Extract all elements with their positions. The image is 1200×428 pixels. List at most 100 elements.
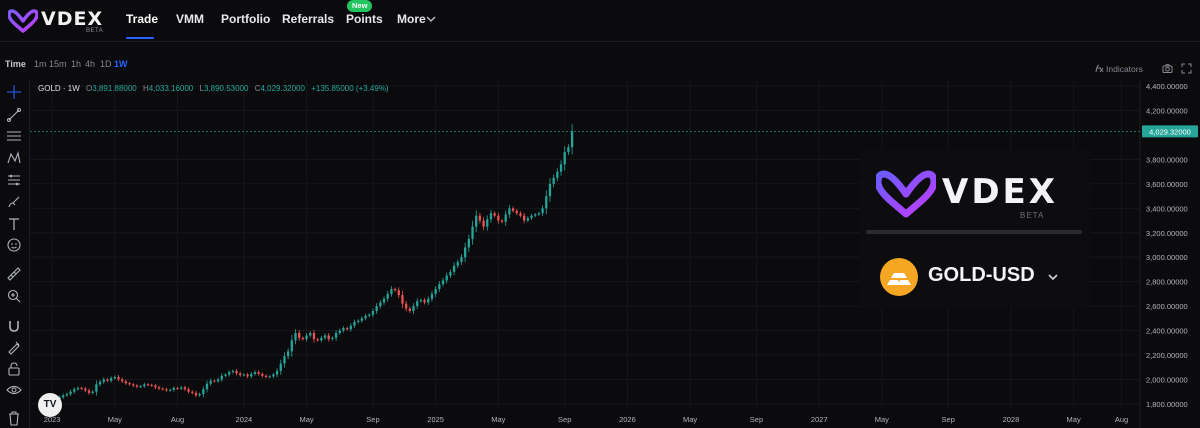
prediction-icon[interactable]	[6, 172, 22, 188]
candle-body	[334, 333, 338, 338]
y-tick-label: 3,600.00000	[1146, 180, 1188, 189]
candle-body	[76, 388, 80, 390]
overlay-wordmark: VDEX	[942, 172, 1058, 212]
candle-body	[62, 395, 65, 398]
candle-body	[464, 247, 467, 258]
candle-body	[106, 379, 109, 381]
interval-1w[interactable]: 1W	[114, 59, 128, 69]
interval-15m[interactable]: 15m	[49, 59, 67, 69]
chevron-down-icon[interactable]	[1046, 270, 1060, 284]
candle-body	[191, 391, 194, 393]
candle-body	[224, 374, 227, 376]
candle-body	[257, 372, 260, 374]
fullscreen-icon[interactable]	[1181, 63, 1192, 74]
candle-body	[430, 293, 434, 299]
y-tick-label: 2,000.00000	[1146, 375, 1188, 384]
vdex-logo-icon	[876, 170, 936, 218]
x-tick-label: May	[108, 415, 122, 424]
candle-body	[452, 265, 456, 272]
y-tick-label: 4,200.00000	[1146, 107, 1188, 116]
candle-body	[194, 392, 198, 396]
trend-line-icon[interactable]	[6, 107, 22, 123]
x-tick-label: 2025	[427, 415, 444, 424]
logo-wordmark: VDEX	[41, 8, 104, 30]
candle-body	[154, 385, 157, 388]
candle-body	[438, 284, 441, 289]
magnet-icon[interactable]	[6, 318, 22, 334]
pattern-icon[interactable]	[6, 150, 22, 166]
zoom-in-icon[interactable]	[6, 288, 22, 304]
candle-body	[478, 215, 482, 221]
camera-icon[interactable]	[1162, 63, 1173, 74]
candle-body	[253, 372, 257, 374]
candle-body	[548, 183, 552, 197]
candle-body	[198, 394, 201, 396]
candle-body	[209, 380, 212, 384]
brush-icon[interactable]	[6, 194, 22, 210]
candle-body	[327, 335, 330, 340]
stay-in-drawing-mode-icon[interactable]	[6, 339, 22, 355]
candle-body	[168, 389, 172, 391]
nav-more[interactable]: More	[397, 12, 426, 26]
y-tick-label: 3,200.00000	[1146, 229, 1188, 238]
nav-points[interactable]: Points	[346, 12, 383, 26]
nav-vmm[interactable]: VMM	[176, 12, 204, 26]
candle-body	[559, 164, 563, 172]
nav-portfolio[interactable]: Portfolio	[221, 12, 271, 26]
indicators-button[interactable]: Indicators	[1106, 64, 1143, 74]
indicators-icon[interactable]	[1094, 63, 1105, 74]
candle-body	[139, 386, 142, 388]
close-value: 4,029.32000	[260, 84, 305, 93]
candle-body	[471, 226, 474, 239]
nav-referrals[interactable]: Referrals	[282, 12, 335, 26]
candle-body	[290, 340, 293, 352]
x-tick-label: 2028	[1003, 415, 1020, 424]
candle-body	[467, 238, 470, 248]
y-tick-label: 3,400.00000	[1146, 204, 1188, 213]
candle-body	[312, 333, 316, 340]
high-label: H	[142, 84, 149, 93]
candle-body	[286, 351, 290, 357]
candle-body	[65, 394, 69, 396]
ruler-icon[interactable]	[6, 266, 22, 282]
candle-body	[95, 384, 98, 392]
candle-body	[449, 271, 452, 276]
nav-trade[interactable]: Trade	[126, 12, 159, 26]
candle-body	[275, 370, 279, 375]
candle-body	[423, 300, 426, 303]
x-tick-label: 2027	[811, 415, 828, 424]
pair-selector-label[interactable]: GOLD-USD	[928, 264, 1035, 286]
candle-body	[475, 215, 478, 227]
candle-body	[405, 303, 408, 309]
chevron-down-icon[interactable]	[425, 13, 437, 25]
interval-4h[interactable]: 4h	[85, 59, 96, 69]
candle-body	[320, 337, 323, 341]
eye-icon[interactable]	[6, 382, 22, 398]
vdex-logo[interactable]: VDEX BETA	[8, 7, 108, 35]
x-tick-label: Sep	[366, 415, 379, 424]
interval-1d[interactable]: 1D	[100, 59, 112, 69]
price-chart[interactable]: 4,400.00000 4,200.00000 3,800.00000 3,600.0…	[30, 80, 1200, 428]
interval-1m[interactable]: 1m	[34, 59, 47, 69]
candle-body	[239, 373, 242, 376]
candle-body	[84, 388, 87, 391]
emoji-icon[interactable]	[6, 237, 22, 253]
drawing-tools-sidebar	[0, 80, 30, 428]
candle-body	[353, 322, 356, 326]
ohlc-legend: GOLD · 1W O3,891.88000 H4,033.16000 L3,8…	[38, 84, 389, 93]
tradingview-logo[interactable]: TV	[38, 393, 62, 417]
candle-body	[445, 275, 448, 281]
candle-body	[567, 147, 570, 153]
interval-toolbar: Time 1m 15m 1h 4h 1D 1W	[0, 58, 1200, 74]
candle-body	[434, 289, 437, 294]
symbol-label: GOLD · 1W	[38, 84, 80, 93]
lock-icon[interactable]	[6, 361, 22, 377]
candle-body	[176, 388, 179, 389]
fib-retracement-icon[interactable]	[6, 128, 22, 144]
open-value: 3,891.88000	[92, 84, 137, 93]
trash-icon[interactable]	[6, 410, 22, 426]
text-tool-icon[interactable]	[6, 216, 22, 232]
interval-1h[interactable]: 1h	[71, 59, 82, 69]
candle-body	[187, 389, 190, 392]
crosshair-icon[interactable]	[6, 84, 22, 100]
